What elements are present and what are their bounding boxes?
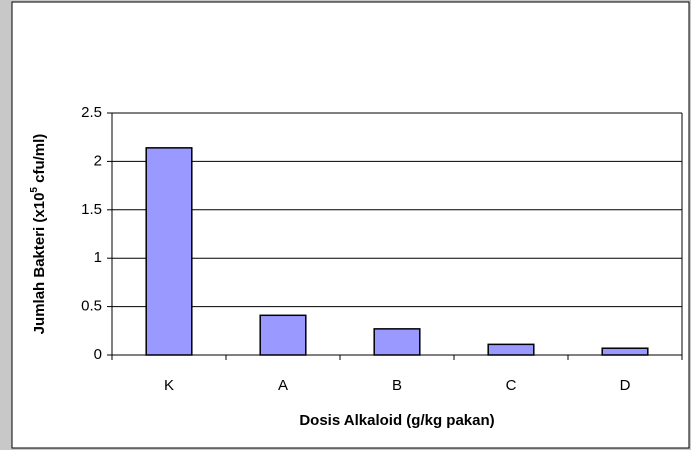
chart-frame <box>11 1 690 449</box>
x-tick-label: C <box>506 377 517 394</box>
y-tick-label: 2 <box>94 152 102 169</box>
bar <box>373 328 421 356</box>
y-tick-label: 0 <box>94 346 102 363</box>
bar <box>601 347 649 356</box>
y-label-sup: 5 <box>29 187 40 193</box>
bar <box>487 343 535 356</box>
x-tick-label: K <box>164 377 174 394</box>
x-axis-label: Dosis Alkaloid (g/kg pakan) <box>299 412 494 429</box>
y-tick-label: 2.5 <box>81 104 102 121</box>
x-tick-label: B <box>392 377 402 394</box>
y-tick-label: 1 <box>94 249 102 266</box>
y-label-part: Jumlah Bakteri (x10 <box>31 193 48 335</box>
y-axis-label: Jumlah Bakteri (x105 cfu/ml) <box>29 134 48 335</box>
y-label-part: cfu/ml) <box>31 134 48 187</box>
x-tick-label: A <box>278 377 288 394</box>
bar <box>259 314 307 356</box>
x-tick-label: D <box>620 377 631 394</box>
y-tick-label: 0.5 <box>81 298 102 315</box>
y-tick-label: 1.5 <box>81 201 102 218</box>
bar <box>145 147 193 356</box>
